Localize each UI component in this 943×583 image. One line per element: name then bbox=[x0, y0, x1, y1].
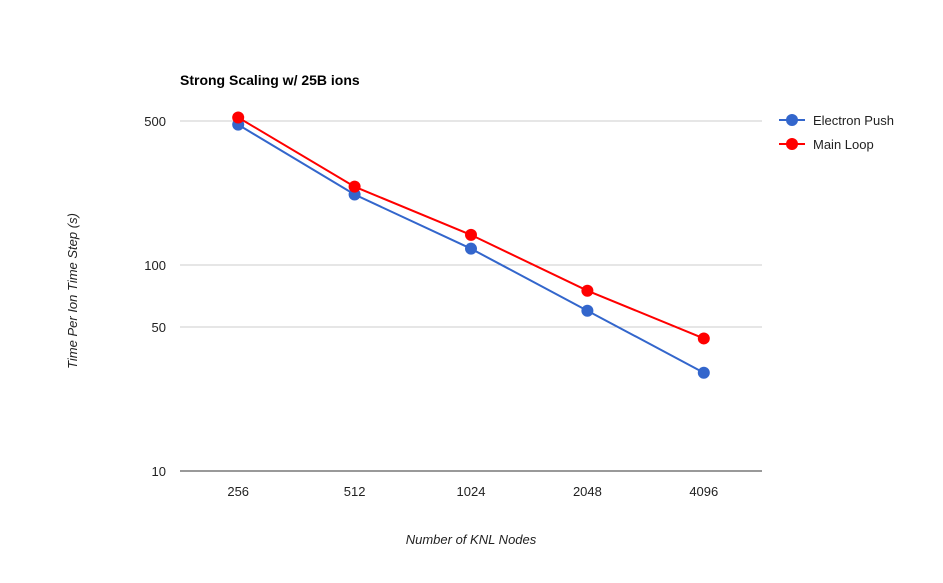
electron-push-point[interactable] bbox=[465, 242, 477, 255]
y-tick-label: 50 bbox=[152, 320, 166, 335]
x-axis-title: Number of KNL Nodes bbox=[406, 532, 537, 547]
main-loop-point[interactable] bbox=[465, 228, 477, 241]
electron-push-point[interactable] bbox=[581, 304, 594, 317]
x-tick-label: 512 bbox=[344, 484, 366, 499]
main-loop-legend-marker bbox=[786, 138, 798, 150]
chart-title: Strong Scaling w/ 25B ions bbox=[180, 72, 360, 88]
main-loop-legend-label[interactable]: Main Loop bbox=[813, 137, 874, 152]
main-loop-point[interactable] bbox=[348, 180, 361, 193]
y-axis-title: Time Per Ion Time Step (s) bbox=[65, 213, 80, 369]
x-axis-ticks: 256 512 1024 2048 4096 bbox=[227, 484, 718, 499]
gridlines bbox=[180, 120, 762, 472]
y-axis-ticks: 10 50 100 500 bbox=[144, 114, 166, 479]
main-loop-point[interactable] bbox=[232, 111, 245, 124]
main-loop-point[interactable] bbox=[581, 284, 594, 297]
y-tick-label: 10 bbox=[152, 464, 166, 479]
x-tick-label: 1024 bbox=[457, 484, 486, 499]
series-layer bbox=[232, 111, 710, 379]
main-loop-point[interactable] bbox=[697, 332, 710, 345]
legend[interactable]: Electron Push Main Loop bbox=[779, 113, 894, 152]
x-tick-label: 2048 bbox=[573, 484, 602, 499]
electron-push-point[interactable] bbox=[697, 366, 710, 379]
y-tick-label: 100 bbox=[144, 258, 166, 273]
y-tick-label: 500 bbox=[144, 114, 166, 129]
x-tick-label: 4096 bbox=[689, 484, 718, 499]
electron-push-legend-label[interactable]: Electron Push bbox=[813, 113, 894, 128]
x-tick-label: 256 bbox=[227, 484, 249, 499]
main-loop-line bbox=[237, 116, 705, 340]
electron-push-legend-marker bbox=[786, 114, 798, 126]
